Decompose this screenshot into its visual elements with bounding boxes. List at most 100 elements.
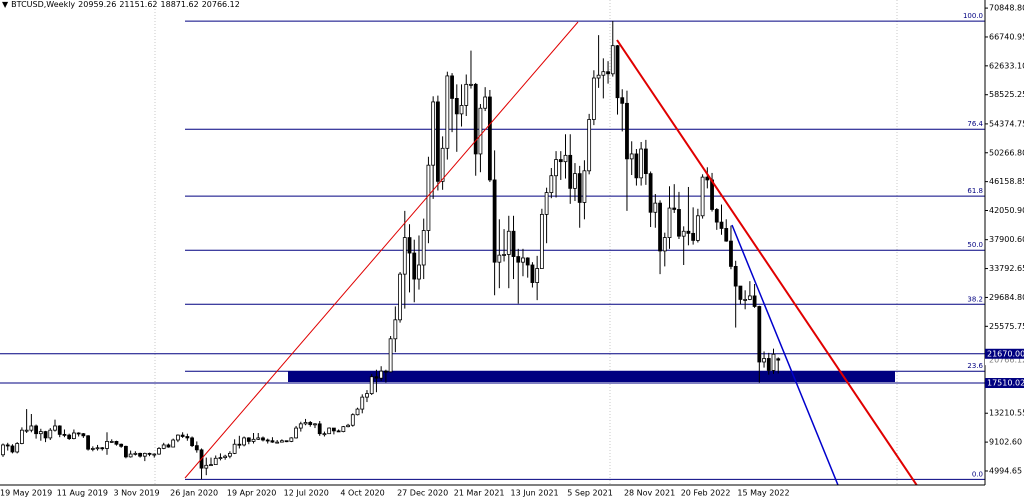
candle-body bbox=[20, 429, 24, 444]
candle-body bbox=[445, 75, 450, 149]
candle-body bbox=[313, 423, 317, 426]
fib-label: 38.2 bbox=[967, 295, 983, 303]
x-tick-label: 27 Dec 2020 bbox=[397, 489, 448, 498]
candle-body bbox=[639, 148, 644, 179]
candle-body bbox=[105, 441, 109, 449]
candle-body bbox=[610, 45, 615, 75]
candle-body bbox=[223, 455, 228, 458]
candle-body bbox=[724, 228, 729, 242]
candle-body bbox=[492, 179, 497, 263]
candle-body bbox=[752, 295, 757, 307]
x-tick-label: 12 Jul 2020 bbox=[284, 489, 329, 498]
candle-body bbox=[733, 265, 738, 287]
candle-body bbox=[180, 434, 185, 437]
candle-body bbox=[166, 444, 171, 448]
candle-body bbox=[298, 423, 303, 429]
candle-body bbox=[506, 230, 511, 255]
x-tick-label: 4 Oct 2020 bbox=[340, 489, 384, 498]
y-tick-label: 13210.55 bbox=[989, 409, 1024, 418]
candle-body bbox=[450, 75, 454, 99]
candle-body bbox=[237, 443, 242, 446]
candle-body bbox=[114, 441, 119, 445]
candle-body bbox=[190, 437, 194, 447]
candle-body bbox=[5, 444, 10, 447]
candle-body bbox=[341, 426, 346, 432]
candle-body bbox=[270, 440, 275, 443]
candle-body bbox=[469, 83, 473, 86]
candle-body bbox=[440, 147, 445, 182]
candle-body bbox=[478, 107, 483, 155]
candle-body bbox=[554, 159, 558, 177]
candle-body bbox=[303, 422, 308, 425]
candle-body bbox=[383, 370, 388, 373]
candle-body bbox=[218, 457, 223, 459]
candle-body bbox=[76, 432, 81, 435]
candle-body bbox=[766, 358, 771, 371]
y-tick-label: 42050.90 bbox=[989, 206, 1024, 215]
y-tick-label: 33792.65 bbox=[989, 264, 1024, 273]
line-tag bbox=[985, 378, 1024, 389]
candle-body bbox=[185, 436, 190, 439]
candle-body bbox=[213, 457, 218, 466]
candle-body bbox=[648, 173, 653, 213]
y-tick-label: 25575.75 bbox=[989, 322, 1024, 331]
candle-body bbox=[227, 452, 232, 457]
candle-body bbox=[700, 176, 705, 217]
candle-body bbox=[346, 424, 350, 428]
candle-body bbox=[454, 98, 459, 115]
candle-body bbox=[119, 443, 124, 447]
candle-body bbox=[308, 422, 313, 425]
y-tick-label: 37900.60 bbox=[989, 235, 1024, 244]
y-tick-label: 70848.80 bbox=[989, 4, 1024, 13]
candle-body bbox=[256, 437, 261, 440]
grid bbox=[154, 0, 898, 485]
y-tick-label: 50266.80 bbox=[989, 148, 1024, 157]
candle-body bbox=[615, 45, 620, 99]
x-tick-label: 19 Apr 2020 bbox=[227, 489, 276, 498]
candle-body bbox=[577, 173, 582, 203]
candle-body bbox=[398, 273, 402, 321]
fib-label: 0.0 bbox=[972, 470, 983, 478]
candle-body bbox=[48, 429, 53, 439]
candle-body bbox=[360, 396, 365, 410]
candle-body bbox=[525, 257, 530, 266]
candle-body bbox=[355, 408, 360, 416]
zone bbox=[288, 371, 895, 382]
candle-body bbox=[43, 431, 48, 439]
candle-body bbox=[327, 427, 332, 435]
fib-label: 76.4 bbox=[967, 120, 983, 128]
header: ▼ BTCUSD,Weekly 20959.26 21151.62 18871.62 20… bbox=[2, 0, 243, 9]
close: 20766.12 bbox=[201, 0, 240, 9]
y-tick-label: 54374.75 bbox=[989, 119, 1024, 128]
fib-label: 23.6 bbox=[967, 362, 983, 370]
candle-body bbox=[350, 414, 355, 426]
candle-body bbox=[24, 429, 29, 432]
candle-body bbox=[294, 427, 298, 439]
candle-body bbox=[100, 447, 105, 450]
price-tag-label: 20766.12 bbox=[989, 356, 1024, 365]
candle-body bbox=[34, 425, 38, 435]
candle-body bbox=[487, 96, 492, 181]
candle-body bbox=[15, 443, 20, 453]
candle-body bbox=[29, 425, 34, 431]
candle-body bbox=[695, 215, 700, 241]
y-tick-label: 58525.25 bbox=[989, 90, 1024, 99]
x-tick-label: 15 May 2022 bbox=[737, 489, 789, 498]
candle-body bbox=[171, 439, 176, 448]
x-tick-label: 3 Nov 2019 bbox=[113, 489, 159, 498]
x-tick-label: 19 May 2019 bbox=[0, 489, 52, 498]
candle-body bbox=[128, 453, 133, 458]
candle-body bbox=[691, 232, 696, 241]
candle-body bbox=[147, 452, 152, 455]
x-tick-label: 20 Feb 2022 bbox=[681, 489, 731, 498]
candle-body bbox=[558, 159, 563, 163]
candle-body bbox=[516, 256, 521, 263]
fib-label: 50.0 bbox=[967, 241, 983, 249]
candle-body bbox=[544, 192, 549, 215]
candles bbox=[1, 21, 781, 480]
candle-body bbox=[369, 376, 374, 395]
candle-body bbox=[374, 376, 379, 379]
candle-body bbox=[421, 230, 426, 266]
